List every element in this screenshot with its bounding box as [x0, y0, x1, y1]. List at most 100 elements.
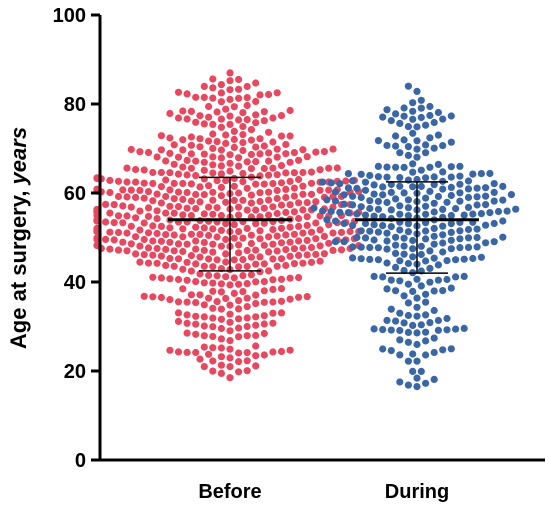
data-point	[409, 168, 417, 176]
data-point	[235, 305, 243, 313]
data-point	[344, 209, 352, 217]
data-point	[136, 242, 144, 250]
data-point	[166, 134, 174, 142]
data-point	[149, 179, 157, 188]
data-point	[277, 347, 286, 356]
data-point	[114, 228, 123, 237]
data-point	[282, 169, 290, 177]
data-point	[260, 164, 268, 173]
data-point	[422, 337, 430, 345]
data-point	[430, 208, 438, 216]
data-point	[230, 256, 238, 264]
data-point	[200, 224, 208, 232]
data-point	[217, 315, 225, 323]
data-point	[286, 132, 294, 140]
data-point	[209, 304, 217, 312]
data-point	[260, 287, 268, 295]
data-point	[434, 316, 442, 325]
data-point	[447, 236, 455, 244]
data-point	[361, 178, 370, 186]
data-point	[235, 211, 243, 219]
data-point	[460, 272, 468, 280]
data-point	[383, 316, 391, 324]
data-point	[409, 129, 417, 137]
data-point	[290, 169, 298, 177]
data-point	[409, 287, 417, 295]
data-point	[247, 150, 255, 159]
data-point	[252, 143, 260, 151]
data-point	[396, 202, 404, 210]
data-point	[179, 179, 187, 188]
data-point	[243, 224, 251, 232]
data-point	[192, 330, 200, 338]
data-point	[187, 230, 195, 238]
data-point	[213, 298, 221, 306]
data-point	[422, 298, 430, 306]
data-point	[404, 212, 412, 220]
data-point	[464, 234, 473, 242]
data-point	[325, 186, 333, 194]
data-point	[413, 303, 421, 311]
data-point	[269, 164, 277, 172]
data-point	[114, 246, 123, 254]
data-point	[329, 229, 337, 237]
data-point	[230, 174, 238, 182]
data-point	[217, 146, 225, 154]
data-point	[486, 209, 494, 217]
data-point	[413, 383, 421, 391]
data-point	[400, 266, 408, 275]
data-point	[413, 357, 421, 365]
data-point	[200, 191, 208, 199]
data-point	[192, 190, 200, 199]
data-point	[295, 214, 303, 223]
data-point	[447, 245, 455, 253]
data-point	[252, 220, 260, 228]
data-point	[286, 274, 294, 282]
data-point	[153, 215, 161, 223]
data-point	[430, 181, 438, 189]
data-point	[299, 182, 307, 190]
data-point	[226, 77, 234, 85]
data-point	[260, 312, 268, 320]
data-point	[170, 231, 178, 239]
data-point	[179, 136, 187, 144]
data-point	[235, 241, 243, 249]
data-point	[361, 234, 370, 242]
data-point	[273, 145, 281, 153]
data-point	[235, 297, 243, 305]
data-point	[170, 141, 178, 149]
data-point	[200, 82, 208, 90]
data-point	[153, 190, 161, 198]
data-point	[269, 114, 277, 122]
data-point	[392, 249, 400, 257]
data-point	[357, 170, 365, 178]
data-point	[417, 96, 425, 104]
data-point	[119, 186, 127, 194]
data-point	[265, 171, 273, 179]
data-point	[226, 112, 234, 120]
data-point	[413, 312, 421, 320]
data-point	[260, 117, 268, 125]
data-point	[422, 210, 430, 218]
data-point	[200, 301, 208, 309]
data-point	[323, 216, 331, 224]
data-point	[235, 116, 243, 124]
data-point	[404, 280, 412, 288]
data-point	[196, 291, 204, 299]
data-point	[252, 260, 260, 268]
data-point	[252, 291, 260, 299]
data-point	[464, 203, 473, 211]
data-point	[230, 234, 238, 242]
data-point	[413, 145, 421, 153]
data-point	[205, 137, 213, 145]
data-point	[473, 225, 481, 233]
data-point	[114, 192, 123, 201]
data-point	[243, 332, 251, 340]
data-point	[417, 113, 425, 122]
data-point	[430, 144, 438, 152]
error-bars	[168, 176, 479, 274]
data-point	[235, 263, 243, 271]
data-point	[316, 242, 324, 250]
data-point	[217, 89, 225, 97]
data-point	[256, 150, 264, 158]
